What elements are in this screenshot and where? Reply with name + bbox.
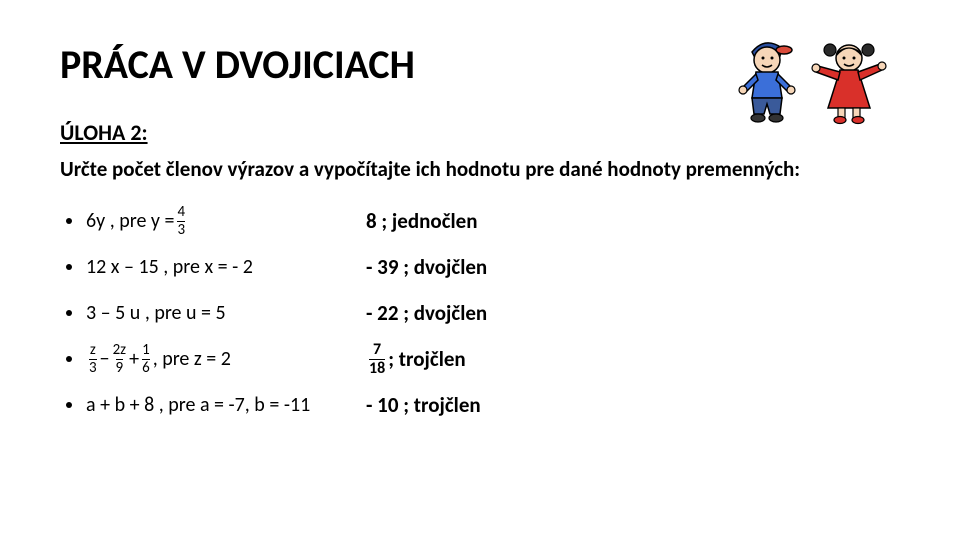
list-item: 3 – 5 u , pre u = 5 - 22 ; dvojčlen (60, 295, 900, 331)
bullet-icon (66, 264, 72, 270)
list-item: 6y , pre y = 4 3 8 ; jednočlen (60, 203, 900, 239)
kids-illustration-icon (730, 30, 900, 130)
fraction: 7 18 (369, 342, 385, 377)
list-item: z 3 − 2z 9 + 1 6 , pre z = 2 7 18 ; troj… (60, 341, 900, 377)
expression: a + b + 8 , pre a = -7, b = -11 (86, 393, 366, 417)
answer: - 22 ; dvojčlen (366, 300, 487, 326)
list-item: a + b + 8 , pre a = -7, b = -11 - 10 ; t… (60, 387, 900, 423)
fraction: 4 3 (177, 205, 185, 238)
expression: z 3 − 2z 9 + 1 6 , pre z = 2 (86, 343, 366, 376)
expression: 6y , pre y = 4 3 (86, 205, 366, 238)
answer: - 10 ; trojčlen (366, 392, 481, 418)
bullet-icon (66, 356, 72, 362)
bullet-icon (66, 218, 72, 224)
fraction: z 3 (89, 343, 97, 376)
expression: 12 x – 15 , pre x = - 2 (86, 255, 366, 279)
fraction: 1 6 (142, 343, 150, 376)
expression: 3 – 5 u , pre u = 5 (86, 301, 366, 325)
answer: 7 18 ; trojčlen (366, 342, 466, 377)
fraction: 2z 9 (113, 343, 127, 376)
bullet-icon (66, 402, 72, 408)
instruction-text: Určte počet členov výrazov a vypočítajte… (60, 156, 900, 183)
bullet-icon (66, 310, 72, 316)
answer: - 39 ; dvojčlen (366, 254, 487, 280)
list-item: 12 x – 15 , pre x = - 2 - 39 ; dvojčlen (60, 249, 900, 285)
answer: 8 ; jednočlen (366, 208, 477, 234)
expression-list: 6y , pre y = 4 3 8 ; jednočlen 12 x – 15… (60, 203, 900, 423)
